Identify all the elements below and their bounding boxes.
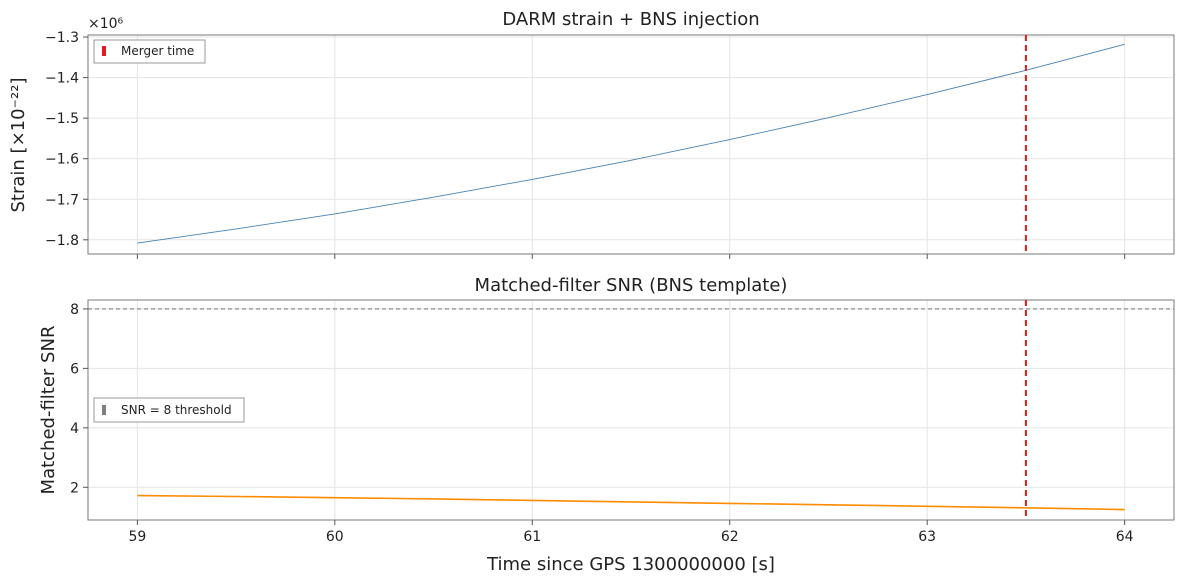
strain-title: DARM strain + BNS injection	[502, 9, 759, 30]
snr-ytick-label: 4	[70, 421, 79, 437]
strain-ytick-label: −1.5	[45, 111, 79, 127]
snr-legend: SNR = 8 threshold	[93, 397, 245, 423]
strain-series	[137, 43, 1125, 244]
strain-ticks: −1.8 −1.7 −1.6 −1.5 −1.4 −1.3	[45, 30, 1126, 259]
snr-ytick-label: 8	[70, 302, 79, 318]
strain-series-line	[137, 43, 1125, 244]
snr-legend-box	[93, 397, 245, 423]
snr-legend-swatch	[102, 405, 106, 415]
snr-axes-frame	[87, 299, 1175, 521]
strain-ylabel: Strain [×10⁻²²]	[8, 77, 29, 212]
snr-xtick-label: 59	[128, 529, 146, 545]
strain-legend-label: Merger time	[121, 44, 194, 58]
strain-legend-swatch	[102, 46, 106, 56]
strain-grid	[88, 35, 1174, 254]
strain-legend-box	[93, 39, 206, 64]
strain-offset-label: ×10⁶	[88, 16, 124, 32]
snr-ticks: 59 60 61 62 63 64 2 4 6 8	[70, 302, 1134, 545]
snr-series-line	[137, 494, 1125, 511]
snr-title: Matched-filter SNR (BNS template)	[475, 275, 788, 296]
snr-legend-label: SNR = 8 threshold	[121, 403, 232, 417]
strain-ytick-label: −1.4	[45, 71, 79, 87]
strain-panel: −1.8 −1.7 −1.6 −1.5 −1.4 −1.3 DARM strain + B…	[8, 9, 1175, 259]
snr-panel: 59 60 61 62 63 64 2 4 6 8 Matched-filter SNR (BNS…	[38, 275, 1175, 575]
strain-axes-frame	[87, 34, 1175, 255]
snr-series	[137, 494, 1125, 511]
strain-ytick-label: −1.7	[45, 192, 79, 208]
snr-ylabel: Matched-filter SNR	[38, 326, 59, 495]
snr-xtick-label: 64	[1116, 529, 1134, 545]
snr-xtick-label: 62	[721, 529, 739, 545]
snr-xtick-label: 63	[918, 529, 936, 545]
snr-xlabel: Time since GPS 1300000000 [s]	[486, 554, 775, 575]
strain-ytick-label: −1.6	[45, 152, 79, 168]
strain-ytick-label: −1.3	[45, 30, 79, 46]
strain-legend: Merger time	[93, 39, 206, 64]
snr-xtick-label: 60	[326, 529, 344, 545]
strain-ytick-label: −1.8	[45, 233, 79, 249]
snr-grid	[88, 300, 1174, 520]
snr-xtick-label: 61	[523, 529, 541, 545]
snr-ytick-label: 6	[70, 361, 79, 377]
snr-ytick-label: 2	[70, 480, 79, 496]
